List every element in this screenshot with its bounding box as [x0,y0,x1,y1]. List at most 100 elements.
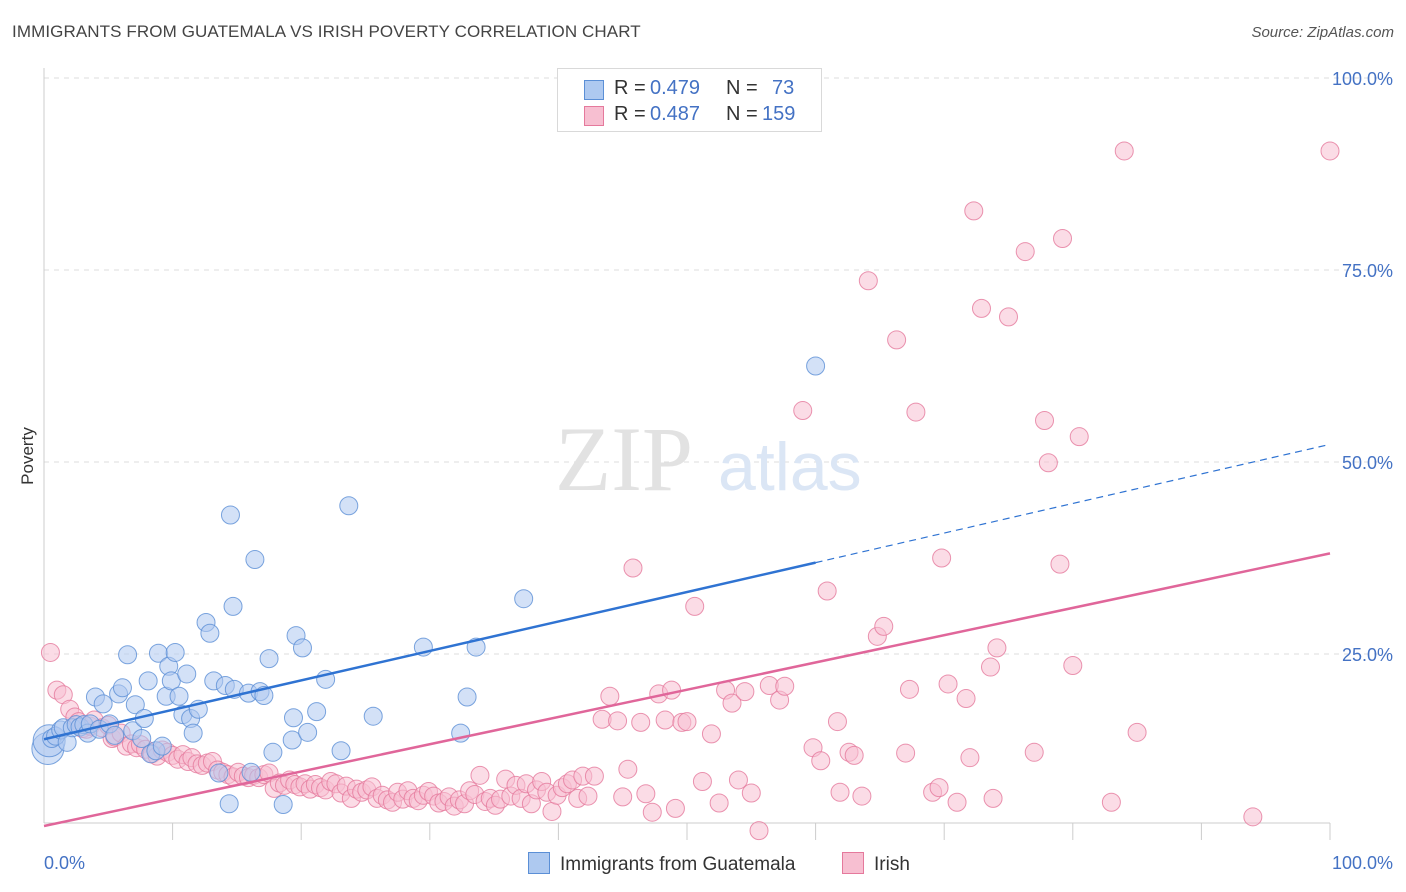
irish-point [542,801,562,821]
irish-point [896,743,916,763]
gridlines [44,77,1392,655]
irish-point [722,693,742,713]
irish-point [1101,792,1121,812]
guatemala-point [118,645,138,665]
guatemala-point [245,550,265,570]
guatemala-point [93,694,113,714]
irish-point [1035,411,1055,431]
irish-point [685,596,705,616]
irish-point [636,784,656,804]
guatemala-trendline [43,561,816,741]
irish-point [817,581,837,601]
guatemala-point [209,763,229,783]
irish-point [983,788,1003,808]
irish-point [618,759,638,779]
guatemala-point [183,723,203,743]
irish-point [631,712,651,732]
irish-point [728,770,748,790]
irish-point [623,558,643,578]
irish-point [677,712,697,732]
irish-point [775,676,795,696]
watermark: ZIP atlas [555,408,862,510]
irish-point [701,724,721,744]
irish-point [655,710,675,730]
guatemala-point [339,496,359,516]
irish-point [642,802,662,822]
bottom-legend-label-irish: Irish [874,854,910,875]
irish-point [999,307,1018,327]
legend-n-label: N = [726,77,758,99]
irish-point [665,798,685,818]
guatemala-point [241,762,261,782]
guatemala-point [292,638,312,658]
irish-point [608,711,628,731]
guatemala-point [331,741,351,761]
guatemala-point [363,706,383,726]
guatemala-point [514,589,534,609]
bottom-legend-guatemala: Immigrants from Guatemala [528,852,795,876]
irish-point [1320,141,1340,161]
irish-point [932,548,952,568]
irish-point [899,679,919,699]
guatemala-point [263,742,283,762]
y-tick-label: 100.0% [1332,69,1393,89]
irish-point [793,401,813,421]
irish-point [852,786,872,806]
guatemala-point [298,722,318,742]
guatemala-point [220,505,240,525]
x-tick-label-min: 0.0% [44,853,85,873]
irish-point [987,638,1007,658]
watermark-zip: ZIP [555,408,693,510]
x-tick-label-max: 100.0% [1332,853,1393,873]
legend-r-label: R = [614,103,646,125]
bottom-legend-swatch-guatemala [528,852,550,874]
bottom-legend-swatch-irish [842,852,864,874]
legend-swatch-irish [584,106,604,126]
irish-point [584,766,604,786]
y-tick-label: 25.0% [1342,645,1393,665]
guatemala-point [165,642,185,662]
y-axis-label: Poverty [18,427,37,485]
irish-point [470,765,490,785]
irish-point [578,786,598,806]
irish-point [858,271,878,291]
irish-point [929,778,949,798]
guatemala-point [125,695,145,715]
irish-point [600,686,620,706]
legend-swatch-guatemala [584,80,604,100]
guatemala-point [259,649,279,669]
guatemala-point [457,687,477,707]
legend-r-label: R = [614,77,646,99]
irish-point [1050,554,1070,574]
irish-point [874,616,894,636]
irish-trendline [43,552,1331,828]
irish-point [964,201,984,221]
x-axis-ticks [172,823,1331,840]
y-tick-labels: 25.0% 50.0% 75.0% 100.0% [1332,69,1393,665]
irish-point [1114,141,1134,161]
legend-n-value: 159 [762,103,796,125]
irish-point [1069,427,1089,447]
bottom-legend-irish: Irish [842,852,910,876]
irish-point [938,674,958,694]
irish-point [1243,807,1263,827]
y-tick-label: 75.0% [1342,261,1393,281]
irish-point [947,792,967,812]
guatemala-point [112,678,132,698]
irish-point [1015,242,1035,262]
irish-point [1024,742,1044,762]
irish-point [980,657,1000,677]
irish-point [1063,656,1083,676]
irish-point [613,787,633,807]
guatemala-point [177,664,197,684]
irish-point [971,298,991,318]
guatemala-point [273,795,293,815]
guatemala-point [132,728,152,748]
irish-point [887,330,907,350]
irish-point [40,642,60,662]
guatemala-point [282,730,302,750]
trendlines [43,443,1331,828]
irish-point [1038,453,1058,473]
y-tick-label: 50.0% [1342,453,1393,473]
